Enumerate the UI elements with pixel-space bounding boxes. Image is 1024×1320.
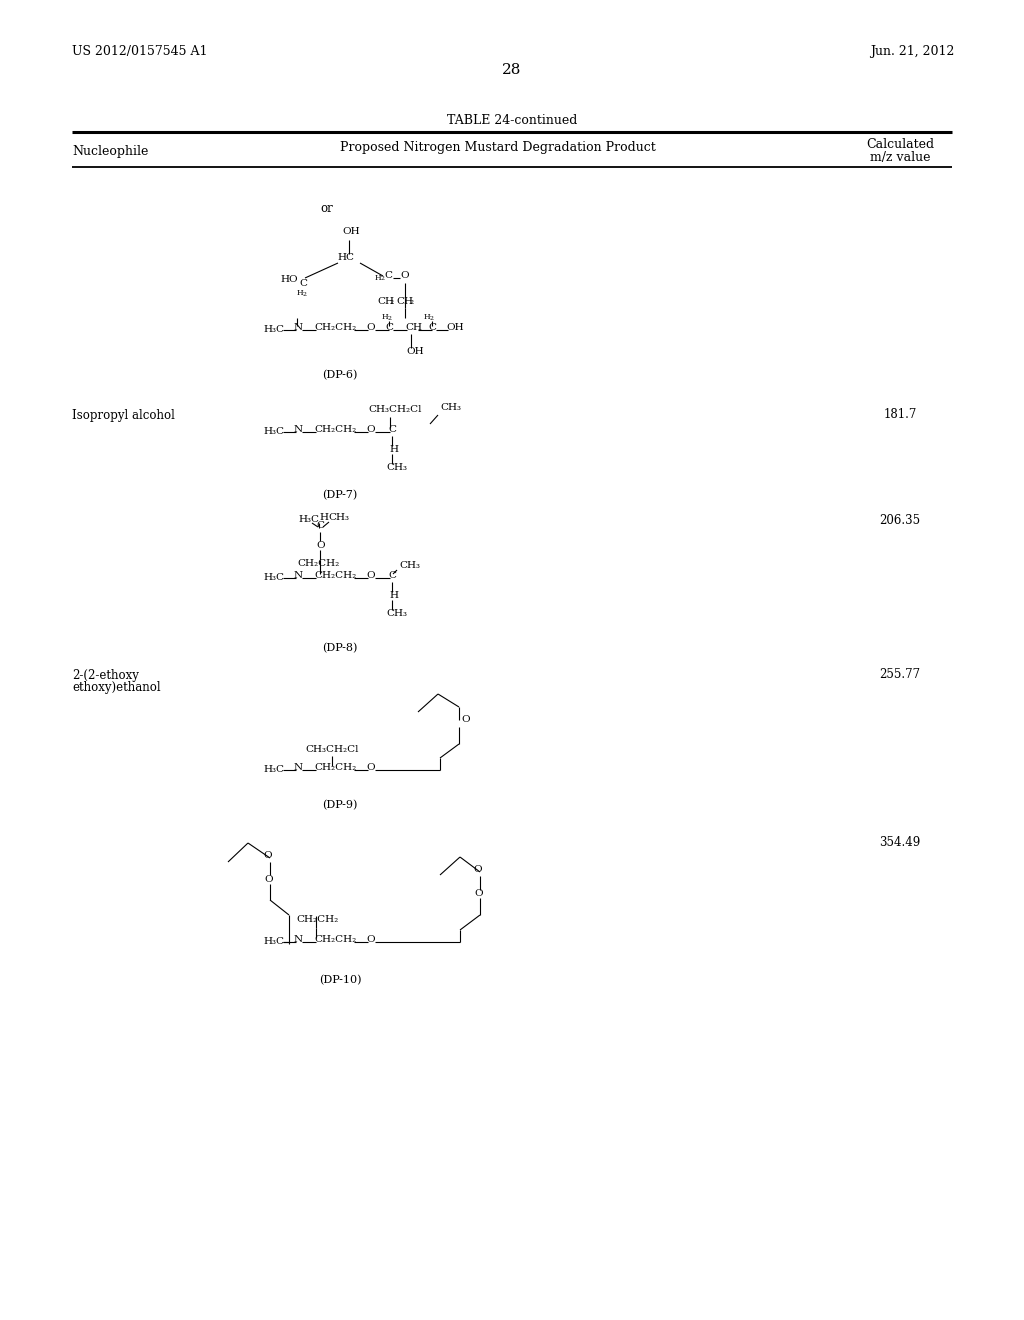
Text: CH₂CH₂: CH₂CH₂ — [314, 425, 356, 433]
Text: Proposed Nitrogen Mustard Degradation Product: Proposed Nitrogen Mustard Degradation Pr… — [340, 141, 655, 154]
Text: CH₃: CH₃ — [386, 610, 407, 619]
Text: H₃C: H₃C — [263, 937, 284, 946]
Text: O: O — [366, 763, 375, 771]
Text: CH: CH — [396, 297, 413, 306]
Text: 2: 2 — [430, 315, 434, 321]
Text: O: O — [264, 874, 272, 883]
Text: N: N — [294, 322, 303, 331]
Text: H₃C: H₃C — [263, 573, 284, 582]
Text: or: or — [319, 202, 333, 214]
Text: CH₂CH₂: CH₂CH₂ — [314, 570, 356, 579]
Text: (DP-10): (DP-10) — [318, 975, 361, 985]
Text: H: H — [319, 513, 328, 523]
Text: 181.7: 181.7 — [884, 408, 916, 421]
Text: H: H — [297, 289, 304, 297]
Text: CH: CH — [406, 322, 422, 331]
Text: US 2012/0157545 A1: US 2012/0157545 A1 — [72, 45, 208, 58]
Text: HC: HC — [337, 253, 354, 263]
Text: C: C — [299, 280, 307, 289]
Text: C: C — [388, 570, 396, 579]
Text: O: O — [474, 890, 482, 899]
Text: CH₃: CH₃ — [328, 513, 349, 523]
Text: N: N — [294, 570, 303, 579]
Text: H₃C: H₃C — [263, 326, 284, 334]
Text: Jun. 21, 2012: Jun. 21, 2012 — [870, 45, 954, 58]
Text: ethoxy)ethanol: ethoxy)ethanol — [72, 681, 161, 694]
Text: CH₂CH₂: CH₂CH₂ — [314, 935, 356, 944]
Text: H: H — [424, 313, 431, 321]
Text: O: O — [461, 715, 470, 725]
Text: CH₃: CH₃ — [399, 561, 420, 570]
Text: 2-(2-ethoxy: 2-(2-ethoxy — [72, 668, 139, 681]
Text: O: O — [366, 935, 375, 944]
Text: C: C — [388, 425, 396, 433]
Text: O: O — [400, 272, 409, 281]
Text: (DP-6): (DP-6) — [323, 370, 357, 380]
Text: OH: OH — [342, 227, 359, 236]
Text: H: H — [389, 591, 398, 601]
Text: CH₃: CH₃ — [440, 404, 461, 412]
Text: ₂: ₂ — [409, 297, 413, 306]
Text: 28: 28 — [503, 63, 521, 77]
Text: 206.35: 206.35 — [880, 513, 921, 527]
Text: C: C — [428, 322, 436, 331]
Text: O: O — [366, 570, 375, 579]
Text: H: H — [375, 275, 382, 282]
Text: 354.49: 354.49 — [880, 837, 921, 850]
Text: C: C — [385, 322, 393, 331]
Text: CH₂CH₂: CH₂CH₂ — [314, 322, 356, 331]
Text: (DP-9): (DP-9) — [323, 800, 357, 810]
Text: TABLE 24-continued: TABLE 24-continued — [446, 114, 578, 127]
Text: Calculated: Calculated — [866, 139, 934, 152]
Text: (DP-7): (DP-7) — [323, 490, 357, 500]
Text: ₂: ₂ — [390, 297, 394, 306]
Text: OH: OH — [446, 322, 464, 331]
Text: O: O — [366, 425, 375, 433]
Text: N: N — [294, 935, 303, 944]
Text: O: O — [263, 850, 271, 859]
Text: CH₃: CH₃ — [386, 463, 407, 473]
Text: CH: CH — [377, 297, 394, 306]
Text: (DP-8): (DP-8) — [323, 643, 357, 653]
Text: 2: 2 — [381, 276, 385, 281]
Text: 2: 2 — [388, 315, 392, 321]
Text: O: O — [473, 865, 481, 874]
Text: m/z value: m/z value — [869, 152, 930, 165]
Text: CH₃CH₂Cl: CH₃CH₂Cl — [305, 744, 358, 754]
Text: H: H — [389, 446, 398, 454]
Text: H₃C: H₃C — [263, 428, 284, 437]
Text: Isopropyl alcohol: Isopropyl alcohol — [72, 408, 175, 421]
Text: 255.77: 255.77 — [880, 668, 921, 681]
Text: HO: HO — [280, 276, 298, 285]
Text: Nucleophile: Nucleophile — [72, 145, 148, 158]
Text: H₃C: H₃C — [263, 766, 284, 775]
Text: C: C — [384, 272, 392, 281]
Text: CH₂CH₂: CH₂CH₂ — [296, 916, 338, 924]
Text: 2: 2 — [303, 292, 307, 297]
Text: H: H — [382, 313, 389, 321]
Text: CH₃CH₂Cl: CH₃CH₂Cl — [368, 405, 422, 414]
Text: C: C — [316, 521, 324, 531]
Text: N: N — [294, 425, 303, 433]
Text: CH₂CH₂: CH₂CH₂ — [297, 558, 339, 568]
Text: O: O — [366, 322, 375, 331]
Text: N: N — [294, 763, 303, 771]
Text: H₃C: H₃C — [298, 516, 319, 524]
Text: O: O — [316, 540, 325, 549]
Text: CH₂CH₂: CH₂CH₂ — [314, 763, 356, 771]
Text: OH: OH — [406, 347, 424, 356]
